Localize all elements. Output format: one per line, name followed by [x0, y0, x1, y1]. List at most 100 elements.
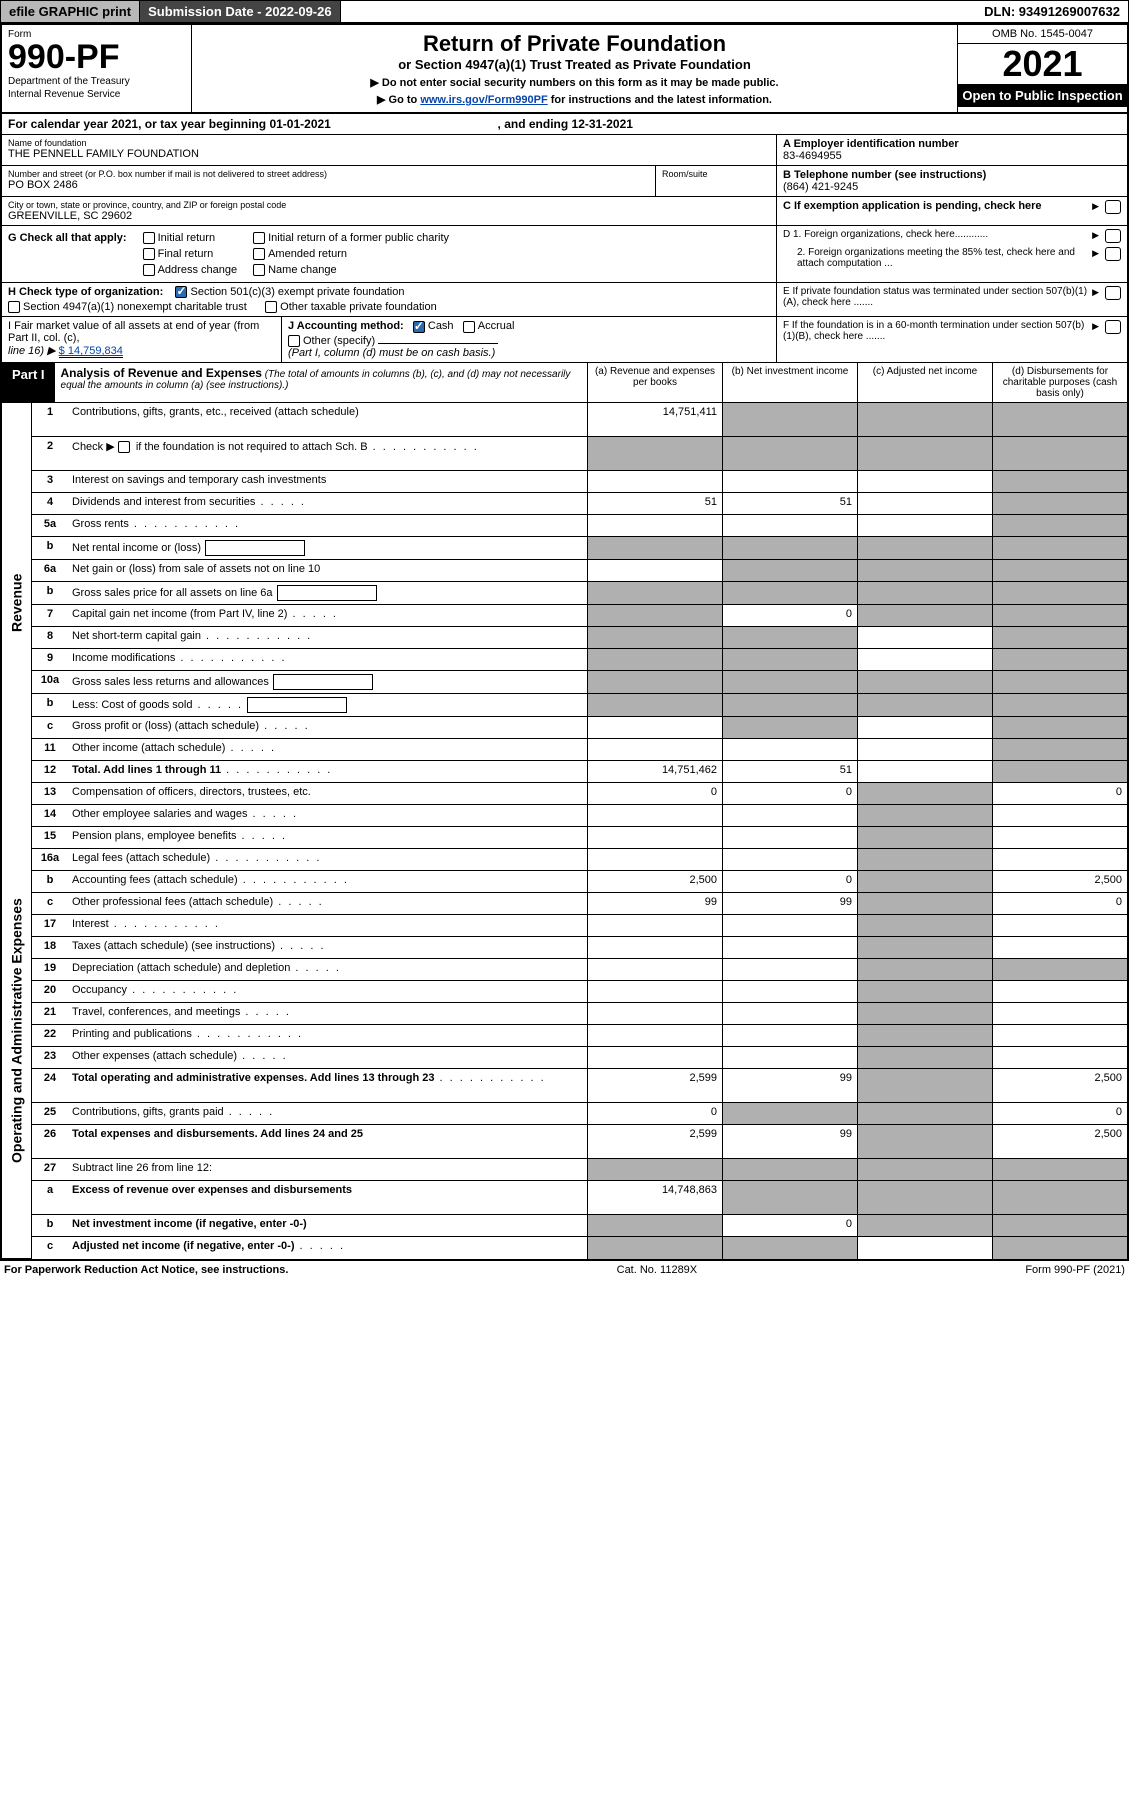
box-g-d-row: G Check all that apply: Initial return F… [2, 226, 1127, 283]
phone-label: B Telephone number (see instructions) [783, 169, 1121, 181]
dept-irs: Internal Revenue Service [8, 89, 185, 100]
line-1-d [992, 403, 1127, 436]
box-h-label: H Check type of organization: [8, 286, 163, 298]
box-f-checkbox[interactable] [1105, 320, 1121, 334]
line-27c: c Adjusted net income (if negative, ente… [32, 1237, 1127, 1259]
line-2-checkbox[interactable] [118, 441, 130, 453]
box-d2-checkbox[interactable] [1105, 247, 1121, 261]
line-16c: c Other professional fees (attach schedu… [32, 893, 1127, 915]
col-b-header: (b) Net investment income [722, 363, 857, 402]
part1-label: Part I [2, 363, 55, 402]
arrow-icon [1092, 320, 1101, 332]
goto-instruction: ▶ Go to www.irs.gov/Form990PF for instru… [200, 93, 949, 106]
form-header: Form 990-PF Department of the Treasury I… [2, 25, 1127, 114]
dept-treasury: Department of the Treasury [8, 76, 185, 87]
box-j-note: (Part I, column (d) must be on cash basi… [288, 347, 495, 359]
j-cash[interactable]: Cash [413, 320, 454, 332]
foundation-name-label: Name of foundation [8, 138, 770, 148]
line-10c: c Gross profit or (loss) (attach schedul… [32, 717, 1127, 739]
box-d1-checkbox[interactable] [1105, 229, 1121, 243]
part1-description: Analysis of Revenue and Expenses (The to… [55, 363, 587, 402]
city-value: GREENVILLE, SC 29602 [8, 210, 770, 222]
j-other[interactable]: Other (specify) [288, 335, 375, 347]
box-i-label: I Fair market value of all assets at end… [8, 320, 275, 344]
g-final-return[interactable]: Final return [143, 248, 238, 260]
form-container: Form 990-PF Department of the Treasury I… [0, 23, 1129, 1261]
city-label: City or town, state or province, country… [8, 200, 770, 210]
h-501c3[interactable]: Section 501(c)(3) exempt private foundat… [175, 286, 404, 298]
line-1-c [857, 403, 992, 436]
box-f-label: F If the foundation is in a 60-month ter… [783, 320, 1088, 342]
calyear-mid: , and ending [498, 117, 572, 131]
line-11: 11 Other income (attach schedule) [32, 739, 1127, 761]
form-title: Return of Private Foundation [200, 31, 949, 57]
ein-value: 83-4694955 [783, 150, 1121, 162]
calyear-begin: 01-01-2021 [269, 117, 330, 131]
ssn-warning: ▶ Do not enter social security numbers o… [200, 76, 949, 89]
col-a-header: (a) Revenue and expenses per books [587, 363, 722, 402]
g-name-change[interactable]: Name change [253, 264, 449, 276]
line-6a: 6a Net gain or (loss) from sale of asset… [32, 560, 1127, 582]
box-d1-label: D 1. Foreign organizations, check here..… [783, 229, 1088, 240]
line-26: 26 Total expenses and disbursements. Add… [32, 1125, 1127, 1159]
fmv-value-link[interactable]: $ 14,759,834 [59, 345, 123, 358]
footer-left: For Paperwork Reduction Act Notice, see … [4, 1264, 288, 1276]
calyear-end: 12-31-2021 [572, 117, 633, 131]
line-1-b [722, 403, 857, 436]
line-27: 27 Subtract line 26 from line 12: [32, 1159, 1127, 1181]
submission-date-label: Submission Date - 2022-09-26 [140, 1, 341, 22]
arrow-icon [1092, 200, 1101, 212]
omb-year-block: OMB No. 1545-0047 2021 Open to Public In… [957, 25, 1127, 112]
line-17: 17 Interest [32, 915, 1127, 937]
line-20: 20 Occupancy [32, 981, 1127, 1003]
box-ijf-row: I Fair market value of all assets at end… [2, 317, 1127, 362]
footer-mid: Cat. No. 11289X [617, 1264, 698, 1276]
form-title-block: Return of Private Foundation or Section … [192, 25, 957, 112]
line-12: 12 Total. Add lines 1 through 11 14,751,… [32, 761, 1127, 783]
form-number-block: Form 990-PF Department of the Treasury I… [2, 25, 192, 112]
footer-right: Form 990-PF (2021) [1025, 1264, 1125, 1276]
line-10b: b Less: Cost of goods sold [32, 694, 1127, 717]
line-5b: b Net rental income or (loss) [32, 537, 1127, 560]
line-24: 24 Total operating and administrative ex… [32, 1069, 1127, 1103]
arrow-icon [1092, 247, 1101, 259]
part1-title: Analysis of Revenue and Expenses [61, 366, 262, 380]
efile-print-button[interactable]: efile GRAPHIC print [1, 1, 140, 22]
box-e-checkbox[interactable] [1105, 286, 1121, 300]
line-16a: 16a Legal fees (attach schedule) [32, 849, 1127, 871]
line-7: 7 Capital gain net income (from Part IV,… [32, 605, 1127, 627]
h-4947a1[interactable]: Section 4947(a)(1) nonexempt charitable … [8, 301, 247, 313]
g-initial-return[interactable]: Initial return [143, 232, 238, 244]
form990pf-link[interactable]: www.irs.gov/Form990PF [420, 94, 547, 106]
arrow-icon [1092, 286, 1101, 298]
g-amended-return[interactable]: Amended return [253, 248, 449, 260]
line-22: 22 Printing and publications [32, 1025, 1127, 1047]
line-9: 9 Income modifications [32, 649, 1127, 671]
line-15: 15 Pension plans, employee benefits [32, 827, 1127, 849]
line-1: 1 Contributions, gifts, grants, etc., re… [32, 403, 1127, 437]
line-1-a: 14,751,411 [587, 403, 722, 436]
line-16b: b Accounting fees (attach schedule) 2,50… [32, 871, 1127, 893]
line-25: 25 Contributions, gifts, grants paid 0 0 [32, 1103, 1127, 1125]
box-c-checkbox[interactable] [1105, 200, 1121, 214]
goto-pre: ▶ Go to [377, 94, 420, 106]
line-23: 23 Other expenses (attach schedule) [32, 1047, 1127, 1069]
side-labels: Revenue Operating and Administrative Exp… [2, 403, 32, 1259]
box-c-label: C If exemption application is pending, c… [783, 200, 1088, 212]
h-other-taxable[interactable]: Other taxable private foundation [265, 301, 437, 313]
ein-label: A Employer identification number [783, 138, 1121, 150]
g-address-change[interactable]: Address change [143, 264, 238, 276]
line-4: 4 Dividends and interest from securities… [32, 493, 1127, 515]
foundation-name-value: THE PENNELL FAMILY FOUNDATION [8, 148, 770, 160]
entity-row-2: Number and street (or P.O. box number if… [2, 166, 1127, 197]
line-14: 14 Other employee salaries and wages [32, 805, 1127, 827]
box-j-label: J Accounting method: [288, 320, 404, 332]
calyear-pre: For calendar year 2021, or tax year begi… [8, 117, 269, 131]
line-5a: 5a Gross rents [32, 515, 1127, 537]
g-initial-public-charity[interactable]: Initial return of a former public charit… [253, 232, 449, 244]
j-accrual[interactable]: Accrual [463, 320, 515, 332]
line-13: 13 Compensation of officers, directors, … [32, 783, 1127, 805]
box-d2-label: 2. Foreign organizations meeting the 85%… [783, 247, 1088, 269]
line-8: 8 Net short-term capital gain [32, 627, 1127, 649]
top-toolbar: efile GRAPHIC print Submission Date - 20… [0, 0, 1129, 23]
